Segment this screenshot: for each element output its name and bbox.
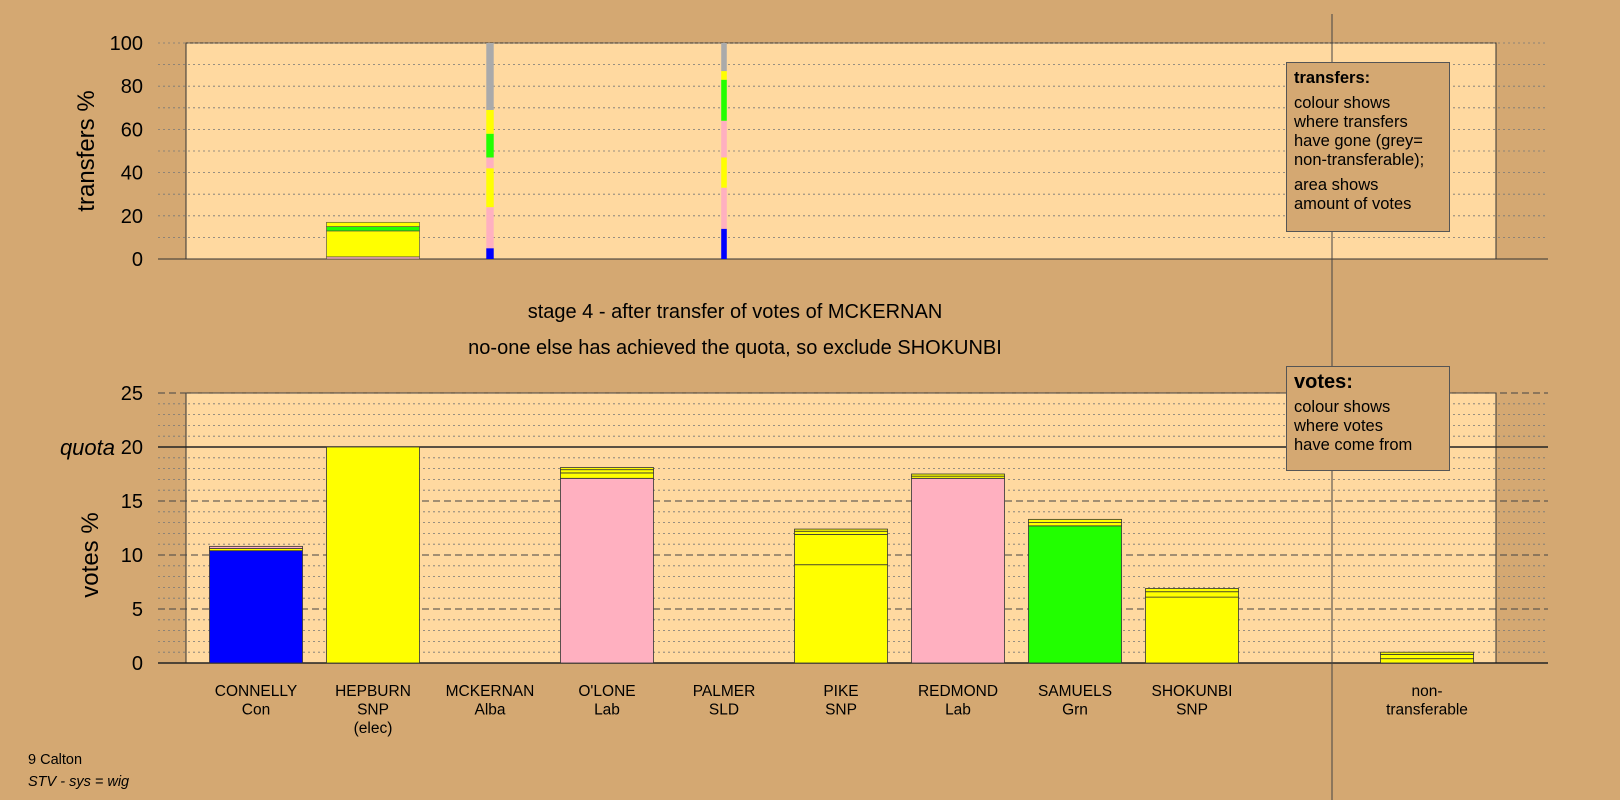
candidate-label-redmond: Lab: [945, 702, 971, 719]
transfer-segment-hepburn-snp: [326, 230, 420, 258]
vote-segment-o-lone-snp: [560, 469, 654, 474]
constituency-label: 9 Calton: [28, 752, 83, 768]
transfers-tick-label: 40: [121, 163, 143, 185]
transfer-segment-palmer-non-transferable: [721, 43, 727, 72]
transfer-segment-hepburn-lab: [326, 256, 420, 260]
transfer-segment-palmer-lab: [721, 187, 727, 229]
transfer-segment-palmer-grn: [721, 79, 727, 121]
candidate-label-hepburn: HEPBURN: [335, 683, 411, 700]
vote-segment-non-transferable-snp: [1380, 653, 1474, 660]
votes-tick-label: 10: [121, 545, 143, 567]
vote-segment-connelly-lab: [209, 545, 303, 549]
quota-label: quota: [60, 435, 115, 460]
system-label: STV - sys = wig: [28, 774, 130, 790]
vote-segment-non-transferable-snp: [1380, 651, 1474, 655]
candidate-label-palmer: SLD: [709, 702, 739, 719]
vote-segment-redmond-lab: [911, 477, 1005, 664]
vote-segment-hepburn-snp: [326, 446, 420, 664]
votes-tick-label: 20: [121, 437, 143, 459]
transfers-tick-label: 100: [110, 33, 143, 55]
candidate-label-mckernan: MCKERNAN: [446, 683, 535, 700]
transfer-segment-hepburn-grn: [326, 226, 420, 232]
transfer-segment-mckernan-grn: [486, 133, 494, 158]
candidate-label-connelly: CONNELLY: [215, 683, 297, 700]
vote-segment-pike-snp: [794, 528, 888, 532]
candidate-label-pike: PIKE: [823, 683, 858, 700]
candidate-label-redmond: REDMOND: [918, 683, 998, 700]
vote-segment-samuels-snp: [1028, 522, 1122, 527]
candidate-label-non-transferable: non-: [1411, 683, 1442, 700]
transfers-tick-label: 80: [121, 76, 143, 98]
stage-subtitle: no-one else has achieved the quota, so e…: [468, 337, 1002, 359]
transfers-tick-label: 20: [121, 206, 143, 228]
transfer-segment-mckernan-non-transferable: [486, 43, 494, 110]
transfer-segment-palmer-lab: [721, 120, 727, 158]
vote-segment-samuels-snp: [1028, 518, 1122, 523]
transfer-segment-mckernan-snp: [486, 168, 494, 208]
votes-tick-label: 5: [132, 599, 143, 621]
candidate-label-o-lone: O'LONE: [578, 683, 635, 700]
votes-tick-label: 15: [121, 491, 143, 513]
vote-segment-o-lone-lab: [560, 477, 654, 664]
candidate-label-samuels: Grn: [1062, 702, 1088, 719]
vote-segment-redmond-snp: [911, 473, 1005, 477]
vote-segment-shokunbi-snp: [1145, 596, 1239, 664]
votes-legend: votes: colour shows where votes have com…: [1286, 366, 1450, 471]
transfers-legend-title: transfers:: [1294, 69, 1371, 87]
transfer-segment-palmer-snp: [721, 71, 727, 80]
transfer-segment-mckernan-lab: [486, 157, 494, 169]
vote-segment-non-transferable-snp: [1380, 658, 1474, 664]
candidate-label-pike: SNP: [825, 702, 857, 719]
candidate-label-hepburn: SNP: [357, 702, 389, 719]
transfers-axis-label: transfers %: [73, 90, 100, 211]
vote-segment-o-lone-snp: [560, 467, 654, 471]
candidate-label-shokunbi: SNP: [1176, 702, 1208, 719]
transfers-tick-label: 0: [132, 249, 143, 271]
vote-segment-connelly-con: [209, 550, 303, 664]
vote-segment-pike-snp: [794, 530, 888, 535]
candidate-label-connelly: Con: [242, 702, 270, 719]
transfer-segment-mckernan-lab: [486, 207, 494, 249]
transfer-segment-palmer-snp: [721, 157, 727, 188]
transfers-tick-label: 60: [121, 119, 143, 141]
transfers-legend-text-colour: colour shows where transfers have gone (…: [1294, 94, 1425, 169]
stage-title: stage 4 - after transfer of votes of MCK…: [528, 301, 943, 323]
candidate-label-mckernan: Alba: [474, 702, 505, 719]
vote-segment-pike-snp: [794, 564, 888, 664]
vote-segment-pike-snp: [794, 534, 888, 566]
candidate-label-non-transferable: transferable: [1386, 702, 1468, 719]
votes-axis-label: votes %: [77, 512, 104, 597]
votes-tick-label: 25: [121, 383, 143, 405]
transfers-legend-text-area: area shows amount of votes: [1294, 176, 1412, 213]
vote-segment-shokunbi-snp: [1145, 591, 1239, 598]
votes-legend-text: colour shows where votes have come from: [1294, 398, 1413, 454]
transfers-legend: transfers: colour shows where transfers …: [1286, 62, 1450, 232]
vote-segment-shokunbi-snp: [1145, 588, 1239, 593]
transfer-segment-mckernan-snp: [486, 109, 494, 134]
votes-tick-label: 0: [132, 653, 143, 675]
transfer-segment-hepburn-snp: [326, 221, 420, 227]
candidate-label-samuels: SAMUELS: [1038, 683, 1112, 700]
candidate-label-palmer: PALMER: [693, 683, 756, 700]
candidate-label-o-lone: Lab: [594, 702, 620, 719]
vote-segment-o-lone-snp: [560, 472, 654, 479]
transfer-segment-palmer-con: [721, 228, 727, 259]
votes-legend-title: votes:: [1294, 371, 1353, 393]
candidate-label-hepburn: (elec): [354, 720, 393, 737]
vote-segment-samuels-grn: [1028, 525, 1122, 664]
candidate-label-shokunbi: SHOKUNBI: [1152, 683, 1233, 700]
transfer-segment-mckernan-con: [486, 248, 494, 259]
